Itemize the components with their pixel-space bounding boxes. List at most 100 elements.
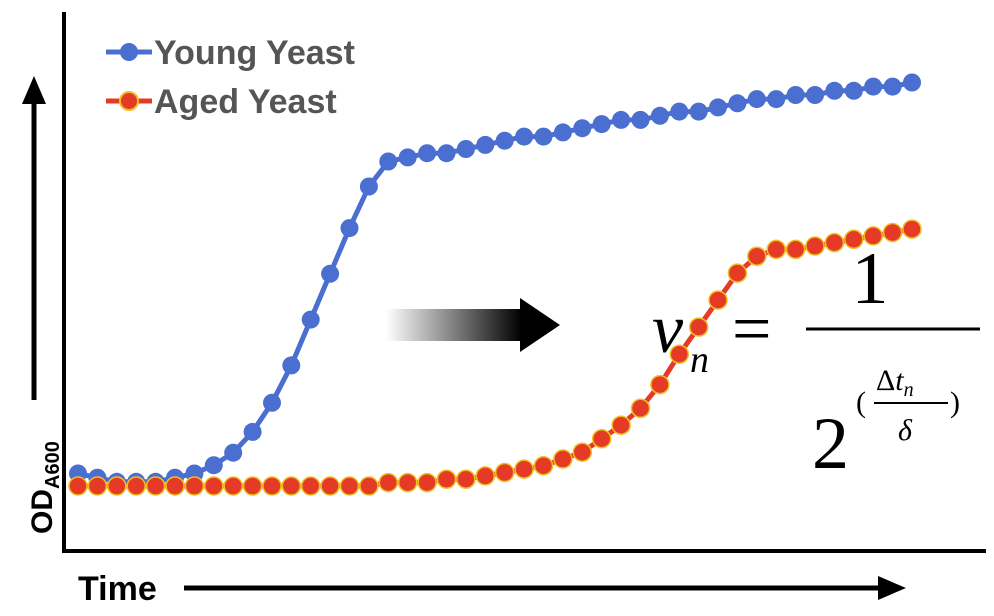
data-point-young-yeast: [379, 152, 398, 171]
formula-numerator: 1: [852, 238, 889, 320]
data-point-young-yeast: [282, 356, 301, 375]
data-point-aged-yeast: [844, 229, 864, 250]
data-point-aged-yeast: [494, 462, 515, 483]
data-point-young-yeast: [806, 86, 824, 104]
data-point-aged-yeast: [475, 466, 496, 486]
data-point-aged-yeast: [242, 476, 263, 496]
data-point-young-yeast: [534, 127, 553, 146]
legend-label-young-yeast: Young Yeast: [154, 34, 355, 72]
data-point-aged-yeast: [165, 476, 185, 496]
data-point-young-yeast: [437, 144, 456, 163]
data-point-aged-yeast: [320, 476, 340, 496]
data-point-young-yeast: [263, 393, 281, 412]
data-point-young-yeast: [359, 177, 378, 196]
data-point-young-yeast: [476, 135, 495, 154]
data-point-aged-yeast: [863, 226, 883, 246]
data-point-aged-yeast: [805, 236, 825, 256]
data-point-young-yeast: [321, 264, 340, 283]
data-point-aged-yeast: [514, 459, 534, 479]
y-axis-arrow: [22, 76, 46, 400]
data-point-young-yeast: [398, 148, 417, 167]
formula-lhs-sub: n: [690, 339, 709, 381]
y-axis-label: ODA600: [26, 441, 64, 534]
data-point-aged-yeast: [223, 476, 243, 496]
data-point-young-yeast: [631, 110, 650, 129]
legend-item-aged-yeast: Aged Yeast: [106, 83, 337, 121]
series-line-aged-yeast: [78, 226, 913, 489]
data-point-young-yeast: [883, 77, 902, 96]
data-point-aged-yeast: [359, 476, 379, 496]
data-point-aged-yeast: [727, 263, 748, 283]
data-point-young-yeast: [243, 422, 262, 441]
data-point-young-yeast: [747, 90, 766, 109]
formula-exp-denominator: δ: [898, 414, 913, 447]
data-point-aged-yeast: [262, 476, 282, 496]
data-point-aged-yeast: [397, 472, 418, 493]
data-point-young-yeast: [418, 144, 437, 163]
data-point-aged-yeast: [126, 476, 146, 496]
data-point-aged-yeast: [378, 472, 399, 493]
data-point-aged-yeast: [650, 374, 670, 395]
data-point-young-yeast: [786, 86, 805, 104]
data-point-aged-yeast: [572, 442, 593, 462]
formula: v n = 1 2 ( Δtn δ ): [652, 238, 980, 485]
data-point-aged-yeast: [145, 476, 166, 496]
x-axis-arrow: [184, 576, 906, 600]
shift-arrow: [386, 298, 560, 352]
data-point-aged-yeast: [553, 449, 573, 469]
data-point-aged-yeast: [456, 469, 476, 489]
data-point-aged-yeast: [281, 476, 302, 496]
data-point-young-yeast: [495, 131, 514, 150]
data-point-young-yeast: [844, 81, 863, 100]
data-point-young-yeast: [728, 94, 747, 113]
data-point-aged-yeast: [533, 455, 554, 476]
y-axis-label-subscript: A600: [42, 441, 64, 489]
data-point-young-yeast: [592, 115, 611, 134]
formula-exp-numerator: Δtn: [876, 364, 914, 401]
formula-base: 2: [812, 403, 849, 485]
data-point-aged-yeast: [87, 476, 108, 496]
data-point-aged-yeast: [436, 469, 457, 489]
legend-label-aged-yeast: Aged Yeast: [154, 83, 337, 121]
series-aged-yeast: [68, 219, 922, 496]
data-point-aged-yeast: [766, 239, 786, 260]
series-young-yeast: [69, 73, 921, 491]
data-point-young-yeast: [515, 127, 534, 146]
data-point-aged-yeast: [68, 476, 88, 496]
formula-exp-open: (: [856, 386, 866, 419]
legend-item-young-yeast: Young Yeast: [106, 34, 355, 72]
data-point-young-yeast: [864, 77, 883, 96]
data-point-aged-yeast: [107, 476, 127, 496]
data-point-young-yeast: [301, 310, 320, 329]
data-point-young-yeast: [573, 119, 592, 138]
legend: Young Yeast Aged Yeast: [106, 34, 355, 121]
formula-equals: =: [732, 291, 771, 368]
data-point-young-yeast: [612, 110, 631, 129]
data-point-young-yeast: [903, 73, 921, 92]
formula-lhs-var: v: [652, 291, 684, 368]
data-point-aged-yeast: [300, 476, 321, 496]
data-point-young-yeast: [689, 102, 708, 121]
data-point-aged-yeast: [688, 317, 709, 337]
data-point-young-yeast: [340, 219, 359, 238]
data-point-young-yeast: [224, 443, 243, 462]
formula-exp-close: ): [950, 386, 960, 419]
data-point-aged-yeast: [902, 219, 922, 239]
data-point-aged-yeast: [611, 415, 631, 435]
data-point-aged-yeast: [708, 290, 728, 310]
data-point-aged-yeast: [747, 246, 767, 266]
x-axis-label: Time: [78, 570, 157, 608]
data-point-aged-yeast: [824, 232, 845, 253]
data-point-aged-yeast: [339, 476, 360, 496]
data-point-aged-yeast: [204, 476, 224, 496]
data-point-young-yeast: [456, 140, 475, 158]
data-point-young-yeast: [825, 81, 844, 100]
data-point-young-yeast: [709, 98, 727, 117]
data-point-aged-yeast: [184, 476, 205, 496]
data-point-aged-yeast: [882, 222, 903, 243]
data-point-aged-yeast: [417, 472, 437, 493]
data-point-young-yeast: [767, 90, 786, 109]
data-point-aged-yeast: [669, 344, 690, 364]
data-point-young-yeast: [650, 106, 669, 125]
